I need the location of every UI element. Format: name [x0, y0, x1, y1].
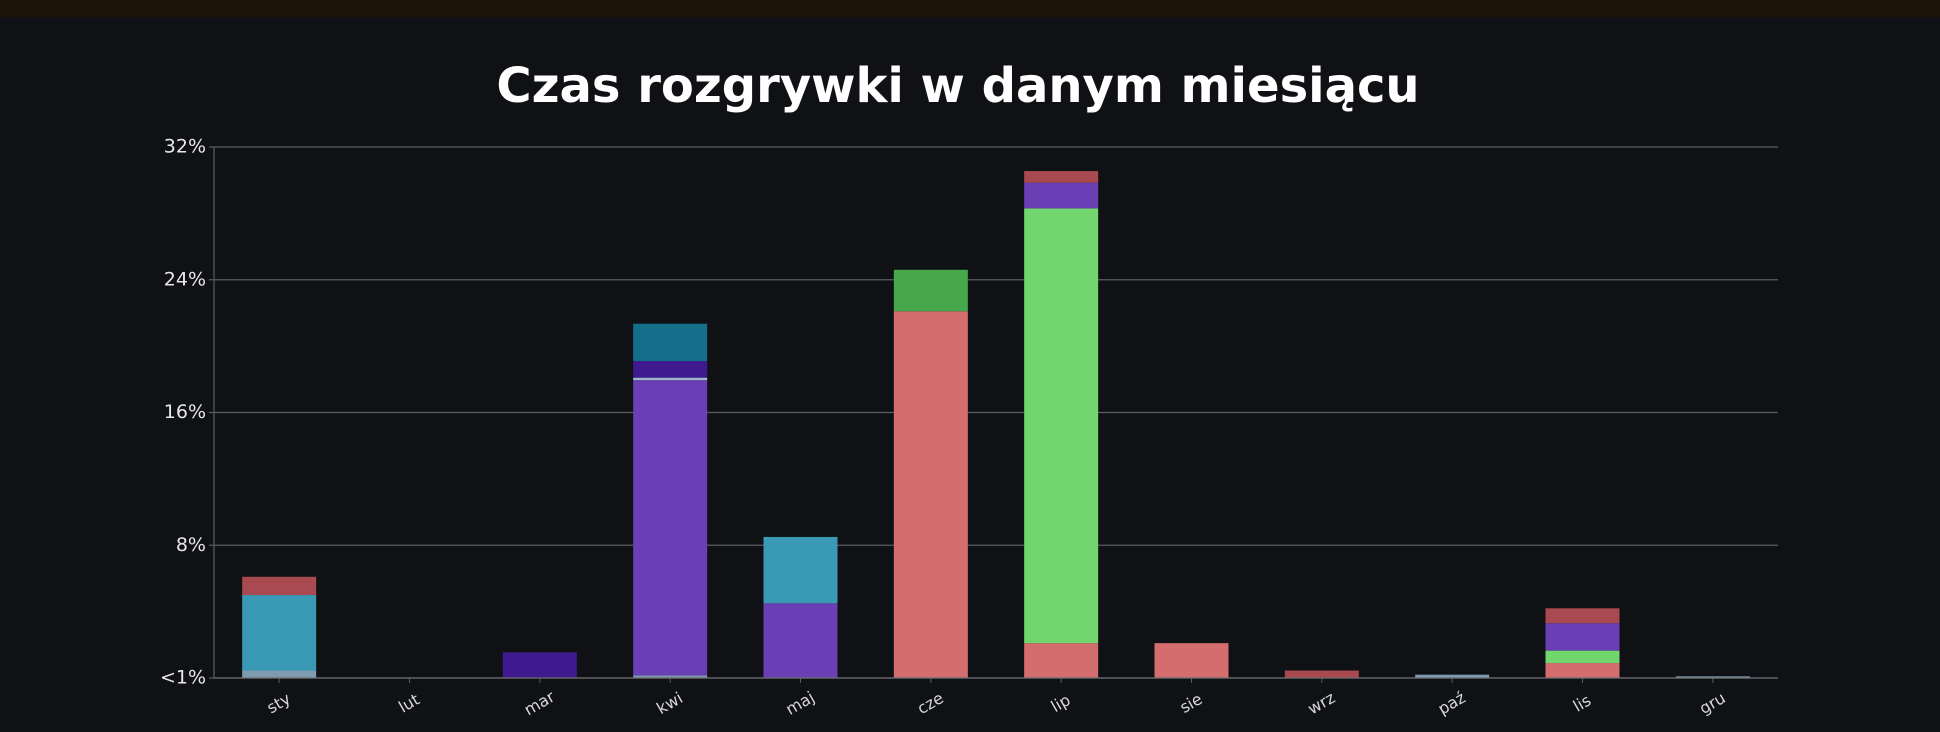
bar-segment: [1024, 182, 1099, 209]
bar-segment: [633, 380, 708, 676]
x-tick-label: mar: [521, 687, 559, 720]
x-tick-label: lis: [1570, 691, 1594, 716]
bar-segment: [1545, 663, 1620, 678]
x-tick-label: cze: [914, 688, 947, 718]
bar-segment: [502, 652, 577, 678]
bar-segment: [1024, 208, 1099, 644]
bar-segment: [1024, 171, 1099, 183]
bar-segment: [1024, 643, 1099, 678]
top-bar: [0, 0, 1940, 17]
y-tick-label: 16%: [164, 401, 206, 423]
bar-segment: [1545, 608, 1620, 624]
bar-segment: [893, 311, 968, 678]
bar-segment: [242, 576, 317, 596]
x-tick-label: kwi: [653, 688, 686, 718]
chart-title: Czas rozgrywki w danym miesiącu: [496, 58, 1419, 114]
y-tick-label: 24%: [164, 268, 206, 290]
x-tick-label: lip: [1048, 690, 1074, 716]
bar-segment: [633, 323, 708, 362]
x-tick-label: maj: [782, 687, 817, 718]
x-tick-label: sty: [263, 689, 293, 717]
x-tick-label: lut: [395, 690, 423, 717]
bar-segment: [1154, 643, 1229, 678]
bar-segment: [763, 603, 838, 678]
bar-segment: [633, 361, 708, 378]
bar-segment: [633, 377, 708, 381]
bar-segment: [1545, 650, 1620, 664]
bar-segment: [1545, 623, 1620, 651]
x-tick-label: paź: [1435, 688, 1469, 719]
bar-segment: [633, 675, 708, 678]
bar-segment: [1415, 674, 1490, 678]
bar-segment: [242, 670, 317, 678]
x-tick-label: gru: [1696, 688, 1729, 718]
y-tick-label: 8%: [176, 534, 206, 556]
bar-segment: [1284, 670, 1359, 678]
y-tick-label: 32%: [164, 136, 206, 158]
bar-segment: [1675, 676, 1750, 678]
bar-segment: [893, 269, 968, 312]
x-tick-label: sie: [1176, 689, 1205, 717]
x-tick-label: wrz: [1304, 688, 1338, 718]
y-tick-label: <1%: [160, 667, 206, 689]
bar-segment: [763, 536, 838, 604]
bar-segment: [242, 595, 317, 671]
